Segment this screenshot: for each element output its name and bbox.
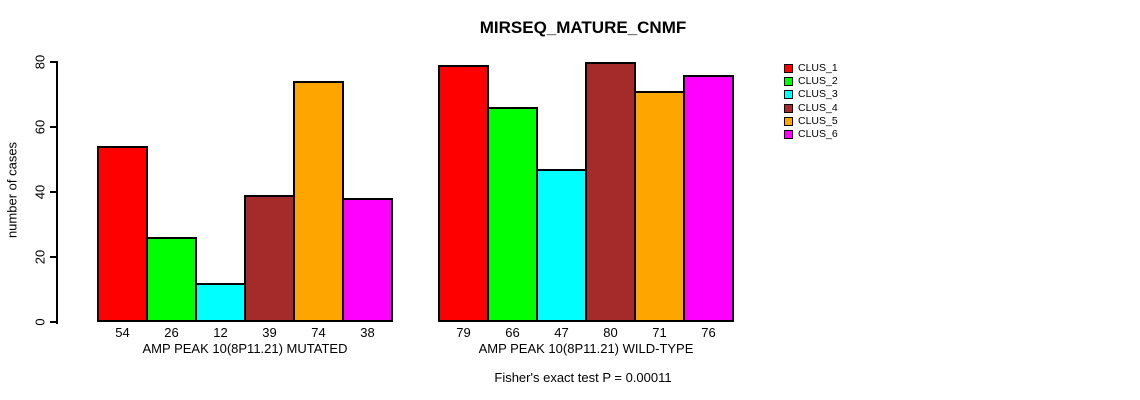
legend-swatch-icon	[784, 77, 793, 87]
y-tick-label-40: 40	[32, 184, 48, 200]
y-tick-40	[50, 191, 57, 193]
y-tick-label-60: 60	[32, 119, 48, 135]
legend-label: CLUS_2	[798, 75, 838, 88]
legend-label: CLUS_3	[798, 88, 838, 101]
fisher-test-note: Fisher's exact test P = 0.00011	[494, 370, 672, 385]
y-tick-label-80: 80	[32, 54, 48, 70]
y-tick-label-0: 0	[32, 318, 48, 326]
bar-value-label: 79	[456, 325, 471, 340]
legend-item-clus_5: CLUS_5	[784, 115, 838, 128]
bar-clus_5-group2	[634, 91, 685, 322]
legend-label: CLUS_6	[798, 128, 838, 141]
legend-swatch-icon	[784, 130, 793, 140]
bar-value-label: 76	[701, 325, 716, 340]
bar-value-label: 54	[115, 325, 130, 340]
y-tick-80	[50, 61, 57, 63]
legend-label: CLUS_5	[798, 114, 838, 127]
bar-value-label: 38	[360, 325, 375, 340]
legend-swatch-icon	[784, 90, 793, 100]
legend-swatch-icon	[784, 103, 793, 113]
bar-clus_1-group1	[97, 146, 148, 322]
chart-title: MIRSEQ_MATURE_CNMF	[479, 18, 687, 37]
bar-value-label: 71	[652, 325, 667, 340]
bar-clus_4-group2	[585, 62, 636, 322]
bar-value-label: 39	[262, 325, 277, 340]
bar-value-label: 47	[554, 325, 569, 340]
group-label-wild-type: AMP PEAK 10(8P11.21) WILD-TYPE	[478, 341, 694, 356]
y-axis-line	[56, 61, 58, 324]
legend-item-clus_4: CLUS_4	[784, 102, 838, 115]
bar-clus_6-group1	[342, 198, 393, 322]
group-label-mutated: AMP PEAK 10(8P11.21) MUTATED	[142, 341, 348, 356]
legend-swatch-icon	[784, 116, 793, 126]
legend-swatch-icon	[784, 64, 793, 74]
bar-clus_2-group1	[146, 237, 197, 322]
bar-clus_3-group2	[536, 169, 587, 322]
bar-value-label: 80	[603, 325, 618, 340]
legend-label: CLUS_1	[798, 62, 838, 75]
y-axis-label: number of cases	[4, 141, 20, 239]
bar-clus_6-group2	[683, 75, 734, 322]
bar-value-label: 66	[505, 325, 520, 340]
legend-item-clus_1: CLUS_1	[784, 62, 838, 75]
legend-label: CLUS_4	[798, 101, 838, 114]
bar-clus_3-group1	[195, 283, 246, 322]
y-tick-0	[50, 321, 57, 323]
legend-item-clus_2: CLUS_2	[784, 75, 838, 88]
bar-value-label: 74	[311, 325, 326, 340]
bar-clus_2-group2	[487, 107, 538, 322]
legend: CLUS_1 CLUS_2 CLUS_3 CLUS_4 CLUS_5 CLUS_6	[784, 62, 838, 141]
bar-value-label: 12	[213, 325, 228, 340]
y-tick-60	[50, 126, 57, 128]
bar-clus_5-group1	[293, 81, 344, 322]
bar-clus_1-group2	[438, 65, 489, 322]
legend-item-clus_6: CLUS_6	[784, 128, 838, 141]
y-tick-20	[50, 256, 57, 258]
legend-item-clus_3: CLUS_3	[784, 88, 838, 101]
bar-clus_4-group1	[244, 195, 295, 322]
y-tick-label-20: 20	[32, 249, 48, 265]
bar-value-label: 26	[164, 325, 179, 340]
